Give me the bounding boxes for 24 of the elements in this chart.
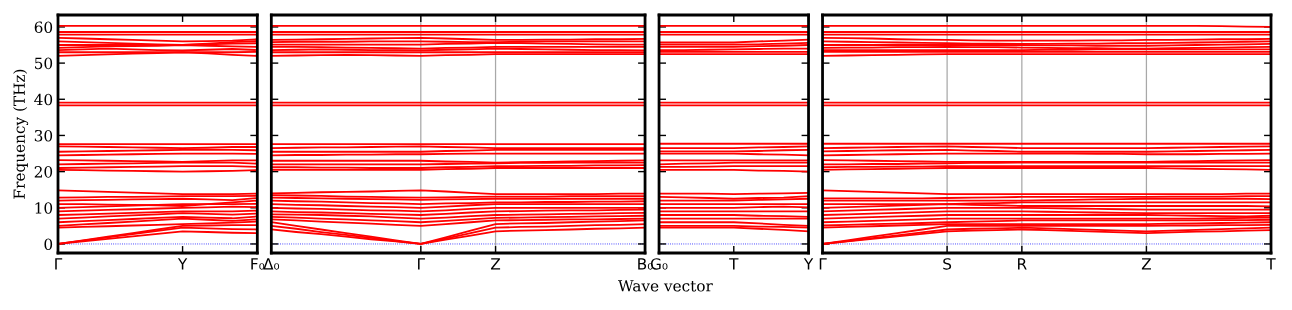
y-axis-title: Frequency (THz) bbox=[13, 69, 29, 199]
x-tick-label: Y bbox=[177, 258, 188, 270]
x-tick-label: R bbox=[1018, 258, 1027, 270]
x-axis-title: Wave vector bbox=[618, 280, 713, 292]
x-tick-label: B₀ bbox=[638, 258, 653, 270]
x-tick-label: Z bbox=[491, 258, 501, 270]
y-tick-label: 20 bbox=[34, 166, 53, 178]
y-tick-label: 40 bbox=[34, 93, 53, 106]
x-tick-label: F₀ bbox=[251, 258, 265, 270]
x-tick-label: T bbox=[729, 258, 739, 270]
x-tick-label: Γ bbox=[418, 258, 425, 270]
x-tick-label: Γ bbox=[55, 258, 63, 270]
y-tick-label: 30 bbox=[34, 129, 53, 142]
y-tick-label: 0 bbox=[44, 238, 53, 250]
x-tick-label: Z bbox=[1141, 258, 1151, 270]
x-tick-label: Y bbox=[803, 258, 814, 270]
x-tick-label: Δ₀ bbox=[263, 258, 280, 270]
y-tick-label: 10 bbox=[35, 202, 53, 214]
y-tick-label: 50 bbox=[35, 57, 53, 70]
x-tick-label: G₀ bbox=[650, 258, 668, 270]
x-tick-label: S bbox=[943, 258, 952, 270]
x-tick-label: Γ bbox=[819, 258, 827, 270]
y-tick-label: 60 bbox=[34, 21, 53, 33]
x-tick-label: T bbox=[1266, 258, 1276, 270]
